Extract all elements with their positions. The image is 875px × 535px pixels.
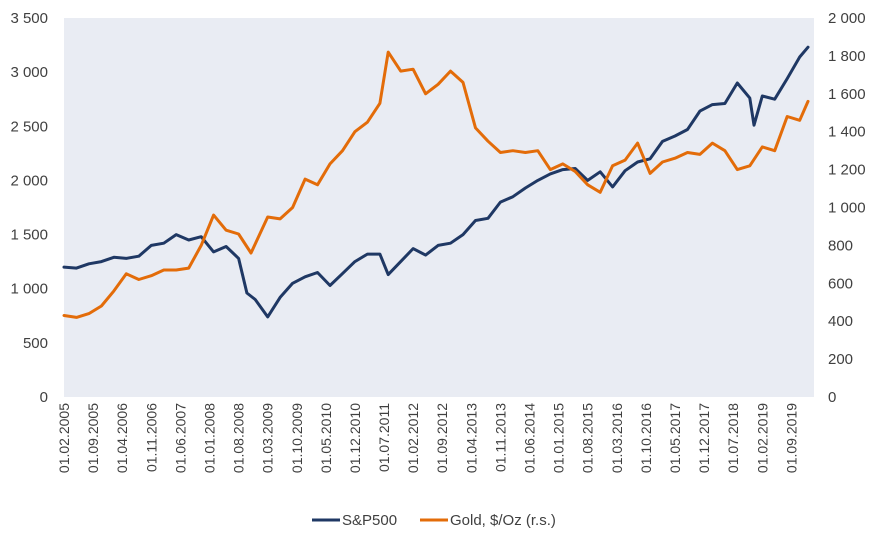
y-right-tick-label: 1 200 [828, 162, 866, 179]
series-line-sp500 [62, 45, 810, 319]
y-right-tick-label: 1 800 [828, 48, 866, 65]
x-tick-label: 01.05.2017 [667, 403, 683, 473]
y-left-tick-label: 2 500 [10, 118, 48, 135]
x-axis: 01.02.2005 01.09.2005 01.04.2006 01.11.2006… [56, 403, 799, 473]
x-tick-label: 01.10.2016 [638, 403, 654, 473]
legend: S&P500 Gold, $/Oz (r.s.) [312, 512, 556, 529]
y-left-tick-label: 500 [23, 335, 48, 352]
x-tick-label: 01.12.2010 [347, 403, 363, 473]
x-tick-label: 01.08.2008 [231, 403, 247, 473]
y-right-tick-label: 600 [828, 275, 853, 292]
y-right-tick-label: 2 000 [828, 10, 866, 27]
x-tick-label: 01.09.2019 [783, 403, 799, 473]
x-tick-label: 01.07.2018 [725, 403, 741, 473]
x-tick-label: 01.02.2019 [754, 403, 770, 473]
x-tick-label: 01.08.2015 [580, 403, 596, 473]
x-tick-label: 01.06.2007 [172, 403, 188, 473]
y-left-tick-label: 0 [40, 389, 48, 406]
y-right-tick-label: 0 [828, 389, 836, 406]
legend-label-sp500: S&P500 [342, 512, 397, 529]
y-right-tick-label: 1 000 [828, 200, 866, 217]
y-left-tick-label: 3 000 [10, 64, 48, 81]
series-line-gold [62, 50, 810, 319]
x-tick-label: 01.04.2013 [463, 403, 479, 473]
series-lines [62, 45, 810, 319]
x-tick-label: 01.04.2006 [114, 403, 130, 473]
y-axis-left: 0 500 1 000 1 500 2 000 2 500 3 000 3 500 [10, 10, 48, 406]
x-tick-label: 01.03.2009 [260, 403, 276, 473]
y-left-tick-label: 3 500 [10, 10, 48, 27]
x-tick-label: 01.02.2005 [56, 403, 72, 473]
x-tick-label: 01.02.2012 [405, 403, 421, 473]
y-axis-right: 0 200 400 600 800 1 000 1 200 1 400 1 600 1 800 2 … [828, 10, 866, 406]
y-left-tick-label: 1 500 [10, 227, 48, 244]
x-tick-label: 01.01.2015 [551, 403, 567, 473]
y-right-tick-label: 1 400 [828, 124, 866, 141]
plot-area [64, 18, 814, 397]
x-tick-label: 01.11.2013 [492, 403, 508, 472]
legend-label-gold: Gold, $/Oz (r.s.) [450, 512, 556, 529]
y-left-tick-label: 2 000 [10, 172, 48, 189]
x-tick-label: 01.12.2017 [696, 403, 712, 473]
x-tick-label: 01.07.2011 [376, 403, 392, 472]
y-left-tick-label: 1 000 [10, 281, 48, 298]
x-tick-label: 01.10.2009 [289, 403, 305, 473]
x-tick-label: 01.05.2010 [318, 403, 334, 473]
x-tick-label: 01.06.2014 [522, 403, 538, 473]
y-right-tick-label: 400 [828, 313, 853, 330]
y-right-tick-label: 800 [828, 237, 853, 254]
x-tick-label: 01.11.2006 [143, 403, 159, 472]
x-tick-label: 01.03.2016 [609, 403, 625, 473]
x-tick-label: 01.01.2008 [202, 403, 218, 473]
x-tick-label: 01.09.2005 [85, 403, 101, 473]
x-tick-label: 01.09.2012 [434, 403, 450, 473]
y-right-tick-label: 1 600 [828, 86, 866, 103]
y-right-tick-label: 200 [828, 351, 853, 368]
